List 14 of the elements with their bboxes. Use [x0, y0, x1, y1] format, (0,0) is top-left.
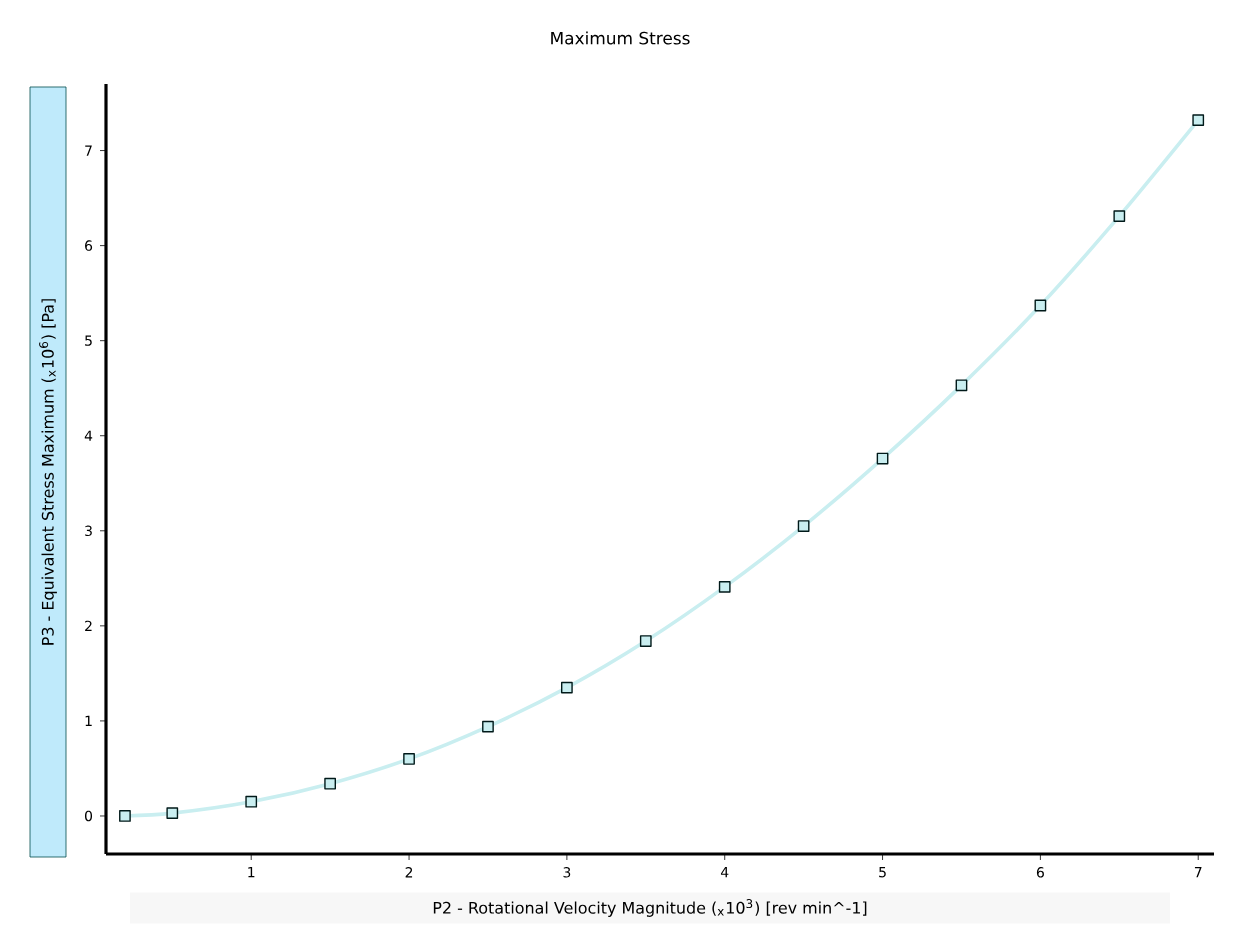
point	[403, 753, 415, 765]
point	[561, 681, 573, 694]
point	[1113, 210, 1126, 223]
point	[639, 635, 652, 647]
point	[718, 581, 731, 593]
point	[1192, 114, 1205, 126]
point	[119, 810, 131, 822]
point	[955, 379, 968, 392]
point	[245, 795, 258, 808]
chart-title: Maximum Stress	[551, 31, 690, 45]
point	[324, 777, 336, 790]
point	[797, 520, 810, 532]
point	[482, 720, 494, 733]
point	[166, 807, 179, 819]
